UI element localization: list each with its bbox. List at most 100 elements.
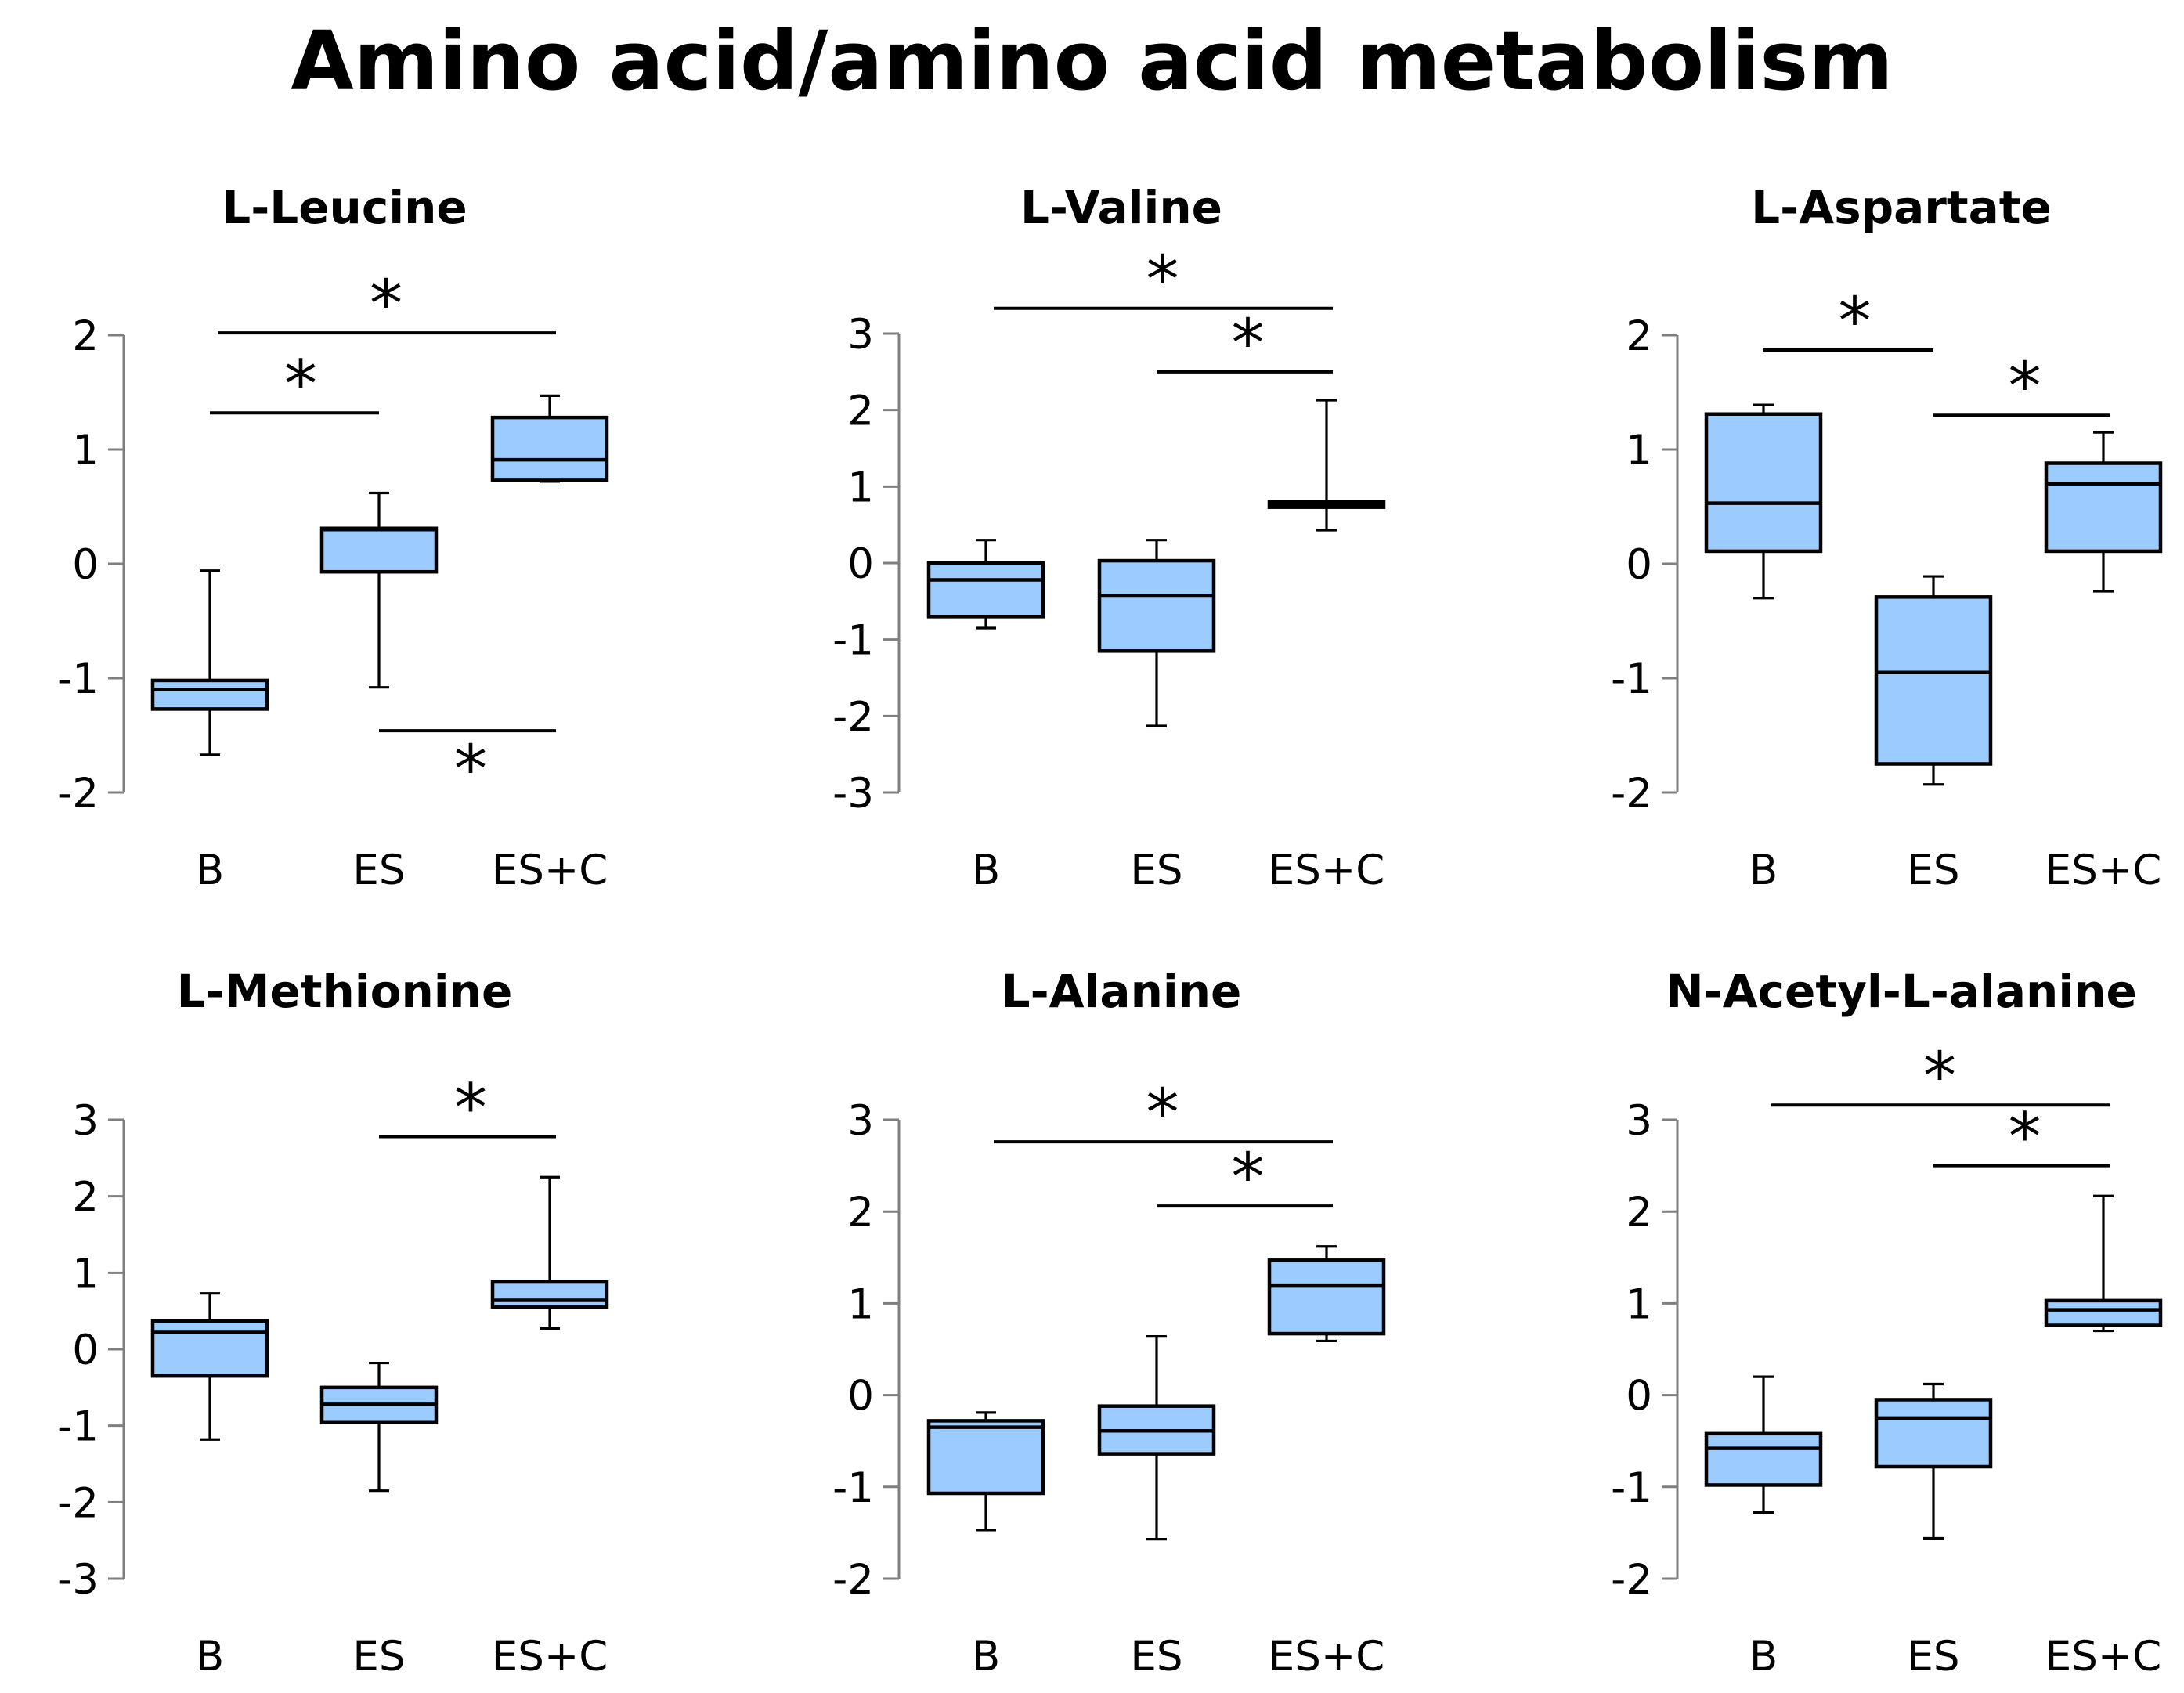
y-tick-label: 3 <box>1626 1097 1652 1145</box>
panel-title: L-Aspartate <box>1751 181 2052 234</box>
box-b <box>1704 1375 1823 1514</box>
y-tick-label: -2 <box>832 1556 874 1604</box>
box-b <box>150 1292 269 1441</box>
significance-star: * <box>370 265 403 342</box>
y-tick-label: 2 <box>72 1174 99 1222</box>
y-tick-label: 1 <box>1626 1280 1652 1328</box>
iqr-box <box>1267 1258 1386 1336</box>
significance-bracket: * <box>379 729 556 807</box>
box-b <box>1704 403 1823 600</box>
box-es-plus-c <box>2044 431 2163 593</box>
x-category-label: ES <box>1130 846 1182 894</box>
y-tick-label: 1 <box>847 1280 874 1328</box>
y-tick-label: 2 <box>1626 1189 1652 1236</box>
y-tick-label: -2 <box>1611 770 1652 818</box>
y-tick-label: -1 <box>57 1403 99 1451</box>
iqr-box <box>2044 461 2163 554</box>
box-es <box>1874 575 1993 786</box>
x-category-label: ES <box>352 846 405 894</box>
iqr-box <box>319 526 439 574</box>
significance-bracket: * <box>994 1074 1333 1151</box>
y-tick-label: 1 <box>1626 427 1652 475</box>
y-tick-label: 2 <box>847 388 874 435</box>
panel-title: L-Valine <box>1020 181 1222 234</box>
iqr-box <box>1874 595 1993 766</box>
significance-bracket: * <box>994 241 1333 318</box>
x-category-label: B <box>972 1633 1000 1680</box>
iqr-box <box>926 561 1045 619</box>
box-es <box>1874 1382 1993 1540</box>
box-es-plus-c <box>490 394 609 483</box>
x-category-label: ES <box>352 1633 405 1680</box>
x-category-label: ES+C <box>2045 1633 2162 1680</box>
x-category-label: ES+C <box>1269 846 1385 894</box>
box-es <box>319 1361 439 1493</box>
y-tick-label: -3 <box>832 770 874 818</box>
significance-bracket: * <box>379 1069 556 1146</box>
iqr-box <box>490 1280 609 1309</box>
x-category-label: ES+C <box>492 1633 608 1680</box>
iqr-box <box>926 1419 1045 1496</box>
y-tick-label: 3 <box>847 311 874 359</box>
significance-bracket: * <box>1933 348 2110 424</box>
y-tick-label: -3 <box>57 1556 99 1604</box>
y-tick-label: -2 <box>832 693 874 741</box>
y-tick-label: -1 <box>832 617 874 665</box>
significance-star: * <box>1232 1139 1265 1215</box>
significance-star: * <box>454 731 487 807</box>
y-tick-label: -1 <box>1611 1464 1652 1512</box>
panel-title: L-Alanine <box>1002 965 1242 1018</box>
x-category-label: B <box>196 846 224 894</box>
significance-bracket: * <box>1933 1099 2110 1175</box>
y-tick-label: 3 <box>72 1097 99 1145</box>
x-category-label: ES <box>1130 1633 1182 1680</box>
panel-title: L-Leucine <box>222 181 467 234</box>
panel-l-valine: L-Valine -3 -2 -1 0 1 2 3 B ES ES+C * * <box>832 181 1386 894</box>
significance-bracket: * <box>210 345 379 422</box>
y-tick-label: 2 <box>847 1189 874 1236</box>
box-es-plus-c <box>490 1175 609 1330</box>
y-tick-label: -1 <box>832 1464 874 1512</box>
x-category-label: ES+C <box>1269 1633 1385 1680</box>
significance-star: * <box>284 345 317 422</box>
significance-star: * <box>454 1069 487 1146</box>
iqr-box <box>1704 1431 1823 1487</box>
y-tick-label: 0 <box>1626 541 1652 589</box>
significance-star: * <box>1146 241 1179 318</box>
significance-star: * <box>2009 348 2041 424</box>
y-tick-label: 3 <box>847 1097 874 1145</box>
iqr-box <box>1874 1398 1993 1469</box>
y-tick-label: 1 <box>72 427 99 475</box>
x-category-label: ES+C <box>492 846 608 894</box>
y-tick-label: 1 <box>847 464 874 511</box>
x-category-label: B <box>1749 846 1778 894</box>
box-es <box>1097 1334 1216 1541</box>
y-tick-label: 0 <box>72 1327 99 1374</box>
x-category-label: ES <box>1907 1633 1959 1680</box>
box-es-plus-c <box>1267 1245 1386 1343</box>
iqr-box <box>150 1319 269 1378</box>
x-category-label: B <box>1749 1633 1778 1680</box>
box-es <box>319 491 439 689</box>
significance-star: * <box>1839 283 1872 359</box>
significance-bracket: * <box>1771 1038 2110 1114</box>
y-tick-label: 0 <box>847 540 874 588</box>
panel-l-aspartate: L-Aspartate -2 -1 0 1 2 B ES ES+C * * <box>1611 181 2163 894</box>
y-tick-label: 2 <box>72 312 99 360</box>
significance-star: * <box>2009 1099 2041 1175</box>
box-b <box>926 539 1045 630</box>
y-tick-label: 0 <box>847 1373 874 1420</box>
iqr-box <box>2044 1298 2163 1327</box>
panel-n-acetyl-l-alanine: N-Acetyl-L-alanine -2 -1 0 1 2 3 B ES ES+C * * <box>1611 965 2163 1680</box>
y-tick-label: -1 <box>57 655 99 703</box>
significance-star: * <box>1146 1074 1179 1151</box>
y-tick-label: 0 <box>72 541 99 589</box>
y-tick-label: -1 <box>1611 655 1652 703</box>
y-tick-label: 0 <box>1626 1373 1652 1420</box>
significance-bracket: * <box>218 265 556 342</box>
x-category-label: ES+C <box>2045 846 2162 894</box>
panel-l-methionine: L-Methionine -3 -2 -1 0 1 2 3 B ES ES+C * <box>57 965 609 1680</box>
y-tick-label: 1 <box>72 1250 99 1298</box>
box-b <box>150 569 269 756</box>
